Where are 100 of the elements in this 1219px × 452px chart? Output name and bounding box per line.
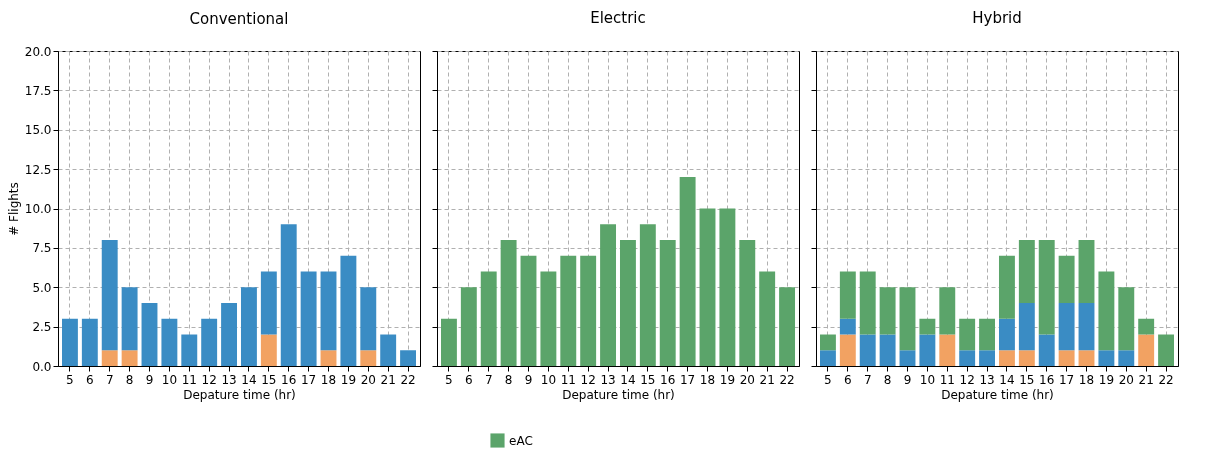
bar — [679, 177, 696, 366]
bar — [998, 318, 1015, 351]
bar — [141, 303, 158, 366]
bar — [1018, 350, 1035, 366]
bar — [400, 350, 417, 366]
bar — [201, 318, 218, 366]
bar — [1058, 303, 1075, 351]
bar — [540, 271, 557, 366]
bar — [899, 350, 916, 366]
bar — [300, 271, 317, 366]
bar — [1038, 240, 1055, 335]
bar — [1158, 334, 1175, 366]
chart-title: Hybrid — [972, 8, 1022, 27]
x-tick-label: 5 — [824, 372, 832, 387]
x-tick-label: 20 — [360, 372, 376, 387]
x-tick-label: 22 — [400, 372, 416, 387]
x-tick-label: 9 — [903, 372, 912, 387]
legend-label: eAC — [509, 433, 533, 448]
y-axis-title: # Flights — [6, 182, 21, 236]
bar — [580, 255, 597, 366]
bar — [919, 318, 936, 335]
x-tick-label: 14 — [999, 372, 1015, 387]
bar — [659, 240, 676, 366]
bar — [380, 334, 397, 366]
bar — [360, 287, 377, 351]
bar — [101, 240, 118, 351]
x-tick-label: 6 — [465, 372, 473, 387]
x-tick-label: 12 — [201, 372, 217, 387]
x-tick-label: 17 — [679, 372, 696, 387]
x-tick-label: 17 — [300, 372, 317, 387]
bar — [240, 287, 257, 366]
x-tick-label: 21 — [1138, 372, 1154, 387]
x-tick-label: 10 — [919, 372, 936, 387]
x-tick-label: 8 — [883, 372, 892, 387]
bar — [1098, 350, 1115, 366]
x-tick-label: 21 — [380, 372, 396, 387]
x-tick-label: 6 — [86, 372, 94, 387]
y-tick-label: 17.5 — [24, 83, 52, 98]
x-tick-label: 7 — [105, 372, 114, 387]
bar — [879, 287, 896, 335]
x-tick-label: 13 — [221, 372, 237, 387]
bar — [1058, 255, 1075, 303]
bar — [839, 318, 856, 335]
x-tick-label: 11 — [181, 372, 197, 387]
bar — [998, 350, 1015, 366]
x-tick-label: 14 — [620, 372, 636, 387]
x-tick-label: 22 — [779, 372, 795, 387]
bar — [340, 255, 357, 366]
bar — [839, 334, 856, 366]
bar — [560, 255, 577, 366]
x-tick-label: 7 — [863, 372, 872, 387]
x-axis-title: Depature time (hr) — [941, 387, 1054, 402]
x-tick-label: 8 — [504, 372, 513, 387]
bar — [520, 255, 537, 366]
x-tick-label: 18 — [320, 372, 337, 387]
bar — [719, 208, 736, 366]
x-tick-label: 5 — [66, 372, 74, 387]
x-tick-label: 14 — [241, 372, 257, 387]
x-axis-title: Depature time (hr) — [183, 387, 296, 402]
bar — [221, 303, 238, 366]
bar — [819, 334, 836, 351]
y-tick-label: 12.5 — [24, 162, 52, 177]
bar — [1078, 303, 1095, 351]
bar — [959, 350, 976, 366]
x-tick-label: 15 — [1019, 372, 1035, 387]
bar — [859, 334, 876, 366]
bar — [1118, 350, 1135, 366]
x-tick-label: 6 — [844, 372, 852, 387]
bar — [979, 350, 996, 366]
bar — [739, 240, 756, 366]
bar — [480, 271, 497, 366]
x-tick-label: 13 — [600, 372, 616, 387]
bar — [979, 318, 996, 351]
x-tick-label: 9 — [524, 372, 533, 387]
bar — [839, 271, 856, 319]
chart-title: Electric — [590, 8, 646, 27]
x-tick-label: 16 — [281, 372, 297, 387]
bar — [81, 318, 98, 366]
bar — [899, 287, 916, 351]
x-tick-label: 8 — [125, 372, 134, 387]
bar — [1078, 240, 1095, 303]
x-tick-label: 19 — [719, 372, 736, 387]
bar — [779, 287, 796, 366]
bar — [61, 318, 78, 366]
x-tick-label: 5 — [445, 372, 453, 387]
y-tick-label: 15.0 — [24, 123, 52, 138]
x-tick-label: 11 — [939, 372, 955, 387]
x-tick-label: 22 — [1158, 372, 1174, 387]
bar — [959, 318, 976, 351]
bar — [1138, 334, 1155, 366]
x-tick-label: 12 — [959, 372, 975, 387]
bar — [600, 224, 617, 366]
bar — [360, 350, 377, 366]
x-tick-label: 16 — [660, 372, 676, 387]
x-tick-label: 18 — [699, 372, 716, 387]
bar — [1018, 303, 1035, 351]
bar — [699, 208, 716, 366]
bar — [181, 334, 198, 366]
bar — [101, 350, 118, 366]
y-tick-label: 5.0 — [32, 280, 52, 295]
